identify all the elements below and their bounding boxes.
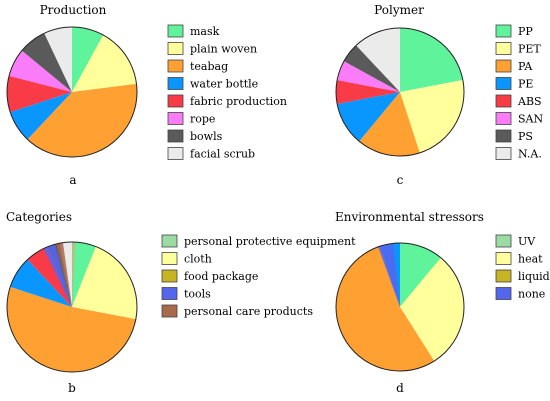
legend-swatch bbox=[495, 77, 512, 90]
legend-swatch bbox=[167, 42, 184, 55]
legend-label: ABS bbox=[517, 95, 542, 108]
pie-outline bbox=[335, 27, 465, 157]
legend-swatch bbox=[495, 287, 512, 300]
legend-swatch bbox=[167, 77, 184, 90]
legend-swatch bbox=[495, 234, 512, 248]
legend-label: personal care products bbox=[184, 305, 313, 318]
pie-slice-uv bbox=[400, 243, 441, 307]
pie-slice-liquid bbox=[336, 246, 435, 371]
pie-chart-categories: Categories personal protective equipment c… bbox=[6, 210, 356, 395]
legend-label: PS bbox=[518, 130, 533, 143]
legend-swatch bbox=[495, 24, 512, 38]
pie-slice-pa bbox=[359, 92, 420, 157]
legend-label: tools bbox=[184, 288, 211, 301]
pie-outline bbox=[6, 241, 138, 373]
pie-slice-fabric-production bbox=[6, 75, 72, 113]
legend-label: rope bbox=[190, 113, 215, 126]
legend-swatch bbox=[161, 304, 178, 318]
pie-slice-personal-care-products bbox=[27, 246, 72, 307]
legend-label: PA bbox=[518, 60, 533, 73]
legend-label: food package bbox=[184, 270, 258, 283]
pie-slice-food-package bbox=[7, 286, 136, 372]
pie-slice-pe bbox=[337, 92, 400, 142]
legend-swatch bbox=[161, 269, 178, 283]
legend-swatch bbox=[167, 24, 184, 38]
legend-swatch bbox=[167, 129, 184, 143]
legend-label: PP bbox=[518, 25, 533, 38]
pie-slice-mask bbox=[72, 27, 104, 92]
pie-slice-water-bottle bbox=[10, 92, 72, 140]
legend: personal protective equipment cloth food p… bbox=[161, 234, 356, 318]
legend-swatch bbox=[167, 147, 184, 160]
chart-title: Production bbox=[40, 3, 107, 17]
legend-label: personal protective equipment bbox=[184, 235, 356, 248]
legend-swatch bbox=[495, 252, 512, 265]
legend-swatch bbox=[167, 94, 184, 108]
legend-label: plain woven bbox=[190, 43, 257, 56]
pie-overlay-wedge bbox=[72, 242, 76, 307]
pie-slice-ps bbox=[343, 45, 400, 92]
chart-title: Polymer bbox=[374, 3, 424, 17]
legend-swatch bbox=[495, 59, 512, 73]
pie-slice-abs bbox=[335, 80, 400, 104]
chart-title: Categories bbox=[6, 210, 72, 224]
legend-label: none bbox=[518, 288, 545, 301]
panel-letter: b bbox=[68, 381, 76, 395]
legend-swatch bbox=[495, 42, 512, 55]
legend-label: fabric production bbox=[190, 95, 287, 108]
legend-swatch bbox=[495, 129, 512, 143]
pie-slice-pet bbox=[400, 80, 465, 153]
pie-chart-polymer: Polymer PP PET PA PE ABS SAN PS N.A. c bbox=[335, 3, 543, 187]
pie-chart-environmental-stressors: Environmental stressors UV heat liquid none d bbox=[335, 210, 550, 395]
pie-slice-bowls bbox=[21, 33, 73, 92]
legend-label: mask bbox=[190, 25, 220, 38]
pie-slice-n-a- bbox=[356, 28, 400, 92]
legend-label: SAN bbox=[518, 113, 543, 126]
panel-letter: d bbox=[396, 381, 404, 395]
pie-overlay-wedge bbox=[393, 243, 400, 307]
legend-swatch bbox=[495, 112, 512, 125]
pie-slice-teabag bbox=[27, 83, 138, 158]
legend-swatch bbox=[167, 59, 184, 73]
pie-overlay-wedge bbox=[72, 242, 83, 307]
pie-slice-pp bbox=[400, 28, 463, 92]
pie-overlay-wedge bbox=[378, 243, 400, 307]
legend-label: UV bbox=[518, 235, 536, 248]
pie-outline bbox=[335, 242, 465, 372]
pie-slice-facial-scrub bbox=[44, 27, 72, 92]
pie-overlay-wedge bbox=[56, 242, 72, 307]
legend-swatch bbox=[495, 147, 512, 160]
pie-overlay-wedge bbox=[43, 244, 72, 307]
legend: UV heat liquid none bbox=[495, 234, 550, 301]
chart-title: Environmental stressors bbox=[335, 210, 484, 224]
legend-swatch bbox=[161, 234, 178, 248]
legend-label: bowls bbox=[190, 130, 223, 143]
legend-label: facial scrub bbox=[190, 148, 255, 161]
panel-letter: c bbox=[397, 173, 404, 187]
panel-letter: a bbox=[69, 173, 76, 187]
legend-swatch bbox=[167, 112, 184, 125]
legend-label: liquid bbox=[518, 270, 550, 283]
pie-slice-rope bbox=[9, 50, 72, 92]
legend-swatch bbox=[495, 269, 512, 283]
pie-chart-production: Production mask plain woven teabag water bot… bbox=[6, 3, 287, 187]
legend-label: teabag bbox=[190, 60, 228, 73]
pie-slice-heat bbox=[400, 257, 465, 362]
legend-swatch bbox=[495, 94, 512, 108]
legend: PP PET PA PE ABS SAN PS N.A. bbox=[495, 24, 543, 161]
pie-outline bbox=[6, 26, 138, 158]
legend-label: N.A. bbox=[518, 148, 542, 161]
legend: mask plain woven teabag water bottle fabric … bbox=[167, 24, 287, 161]
pie-slice-san bbox=[337, 61, 400, 92]
legend-label: heat bbox=[518, 253, 543, 266]
legend-swatch bbox=[161, 287, 178, 300]
legend-label: PET bbox=[518, 43, 541, 56]
legend-label: cloth bbox=[184, 253, 212, 266]
legend-label: water bottle bbox=[190, 78, 258, 91]
pie-slice-tools bbox=[10, 259, 72, 307]
legend-label: PE bbox=[518, 78, 533, 91]
legend-swatch bbox=[161, 252, 178, 265]
